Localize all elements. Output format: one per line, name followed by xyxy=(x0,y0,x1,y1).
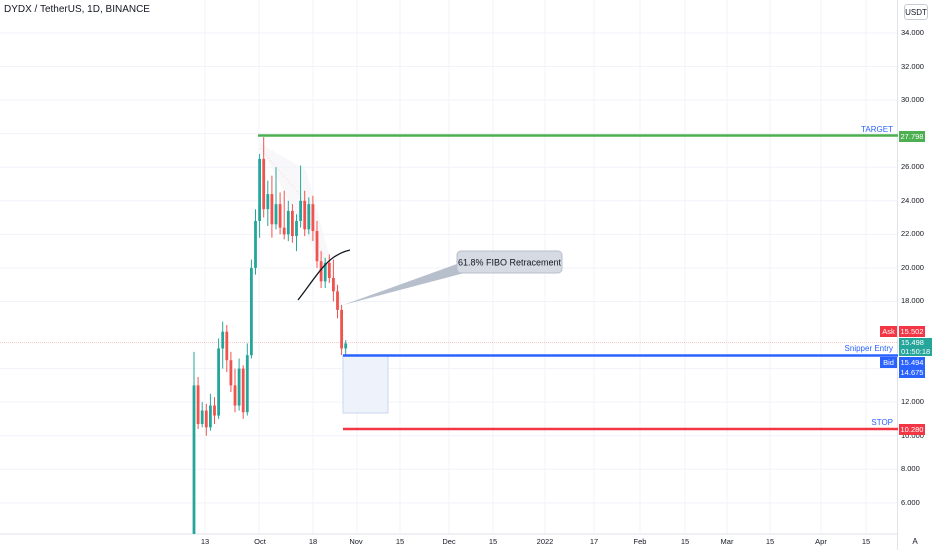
currency-button[interactable]: USDT xyxy=(904,4,928,20)
price-tick-label: 24.000 xyxy=(901,195,924,205)
time-tick-label: Apr xyxy=(815,537,827,546)
candle-up xyxy=(323,262,327,282)
candle-up xyxy=(221,331,225,349)
time-tick-label: 13 xyxy=(201,537,209,546)
bid-tag: Bid xyxy=(880,357,897,368)
time-tick-label: 15 xyxy=(766,537,774,546)
price-tick-label: 22.000 xyxy=(901,229,924,239)
entry-zone-box xyxy=(342,354,389,414)
entry-price-value: 14.675 xyxy=(900,368,924,377)
candle-down xyxy=(213,405,216,416)
candle-down xyxy=(315,231,319,262)
time-tick-label: 15 xyxy=(489,537,497,546)
candle-up xyxy=(344,343,348,349)
grid-lines xyxy=(0,0,898,534)
time-tick-label: Mar xyxy=(721,537,734,546)
ask-price-tag: 15.502 xyxy=(899,326,925,337)
fibo-callout-pointer xyxy=(343,260,468,305)
last-price-tag: 15.498 01:50:18 xyxy=(899,338,932,356)
target-price-tag: 27.798 xyxy=(899,131,925,142)
price-tick-label: 26.000 xyxy=(901,162,924,172)
candle-up xyxy=(266,194,270,210)
time-tick-label: Feb xyxy=(634,537,647,546)
fibo-callout xyxy=(456,250,563,274)
candle-down xyxy=(270,194,274,225)
price-tick-label: 30.000 xyxy=(901,95,924,105)
candle-down xyxy=(233,385,237,406)
bar-countdown: 01:50:18 xyxy=(901,347,931,356)
last-price-value: 15.498 xyxy=(901,338,924,347)
ask-price-value: 15.502 xyxy=(900,327,924,336)
candle-down xyxy=(336,291,339,310)
candle-up xyxy=(299,200,302,221)
time-tick-label: 15 xyxy=(681,537,689,546)
candle-down xyxy=(262,158,266,210)
price-tick-label: 18.000 xyxy=(901,296,924,306)
candlestick-series xyxy=(192,137,348,534)
candle-down xyxy=(311,204,315,232)
candle-up xyxy=(200,410,204,424)
time-tick-label: Dec xyxy=(442,537,456,546)
price-tick-label: 12.000 xyxy=(901,397,924,407)
time-axis-labels: 13 Oct 18 Nov 15 Dec 15 2022 17 Feb 15 Mar 15 Apr 15 xyxy=(201,537,870,546)
stop-label: STOP xyxy=(871,418,893,427)
candle-down xyxy=(282,227,286,235)
target-label: TARGET xyxy=(861,125,893,134)
bid-price-tag: 15.494 xyxy=(899,357,925,368)
ask-tag: Ask xyxy=(880,326,897,337)
candle-up xyxy=(295,220,298,237)
candle-up xyxy=(250,267,253,356)
time-tick-label: Oct xyxy=(254,537,267,546)
candle-down xyxy=(327,262,331,278)
bid-tag-label: Bid xyxy=(883,358,894,367)
price-tick-label: 34.000 xyxy=(901,28,924,37)
candle-down xyxy=(204,410,208,428)
price-tick-label: 20.000 xyxy=(901,262,924,272)
symbol-title: DYDX / TetherUS, 1D, BINANCE xyxy=(4,4,150,15)
candle-up xyxy=(217,348,220,416)
candle-up xyxy=(245,355,249,413)
candle-up xyxy=(258,158,261,221)
price-chart[interactable]: TARGET Snipper Entry STOP 61.8% FIBO Ret… xyxy=(0,0,898,550)
stop-price-tag: 10.280 xyxy=(899,424,925,435)
time-tick-label: Nov xyxy=(349,537,363,546)
candle-down xyxy=(319,261,323,282)
candle-down xyxy=(241,368,245,413)
candle-down xyxy=(278,204,282,228)
trend-curve xyxy=(297,249,351,301)
time-tick-label: 2022 xyxy=(537,537,554,546)
time-tick-label: 15 xyxy=(862,537,870,546)
candle-up xyxy=(192,385,196,534)
auto-scale-button[interactable]: A xyxy=(912,537,918,546)
candle-down xyxy=(196,385,200,424)
candle-down xyxy=(340,309,343,349)
candle-down xyxy=(291,210,294,237)
candle-down xyxy=(225,331,229,361)
time-tick-label: 15 xyxy=(396,537,404,546)
target-price-value: 27.798 xyxy=(900,132,924,141)
candle-up xyxy=(209,405,212,428)
candle-up xyxy=(274,204,278,225)
time-tick-label: 18 xyxy=(309,537,317,546)
candle-down xyxy=(303,200,307,230)
candle-down xyxy=(229,360,233,386)
bid-price-value: 15.494 xyxy=(900,358,924,367)
candle-up xyxy=(286,210,290,235)
entry-label: Snipper Entry xyxy=(845,344,893,353)
price-tick-label: 10.000 xyxy=(901,430,924,440)
candle-up xyxy=(237,368,241,406)
price-tick-label: 6.000 xyxy=(901,497,920,507)
candle-up xyxy=(254,220,257,268)
fibo-callout-text: 61.8% FIBO Retracement xyxy=(458,258,562,268)
entry-price-tag: 14.675 xyxy=(899,367,925,378)
candle-down xyxy=(332,277,335,292)
price-tick-label: 32.000 xyxy=(901,61,924,71)
ask-tag-label: Ask xyxy=(882,327,895,336)
candle-up xyxy=(307,204,311,230)
stop-price-value: 10.280 xyxy=(900,425,924,434)
time-tick-label: 17 xyxy=(590,537,598,546)
price-tick-label: 8.000 xyxy=(901,464,920,474)
